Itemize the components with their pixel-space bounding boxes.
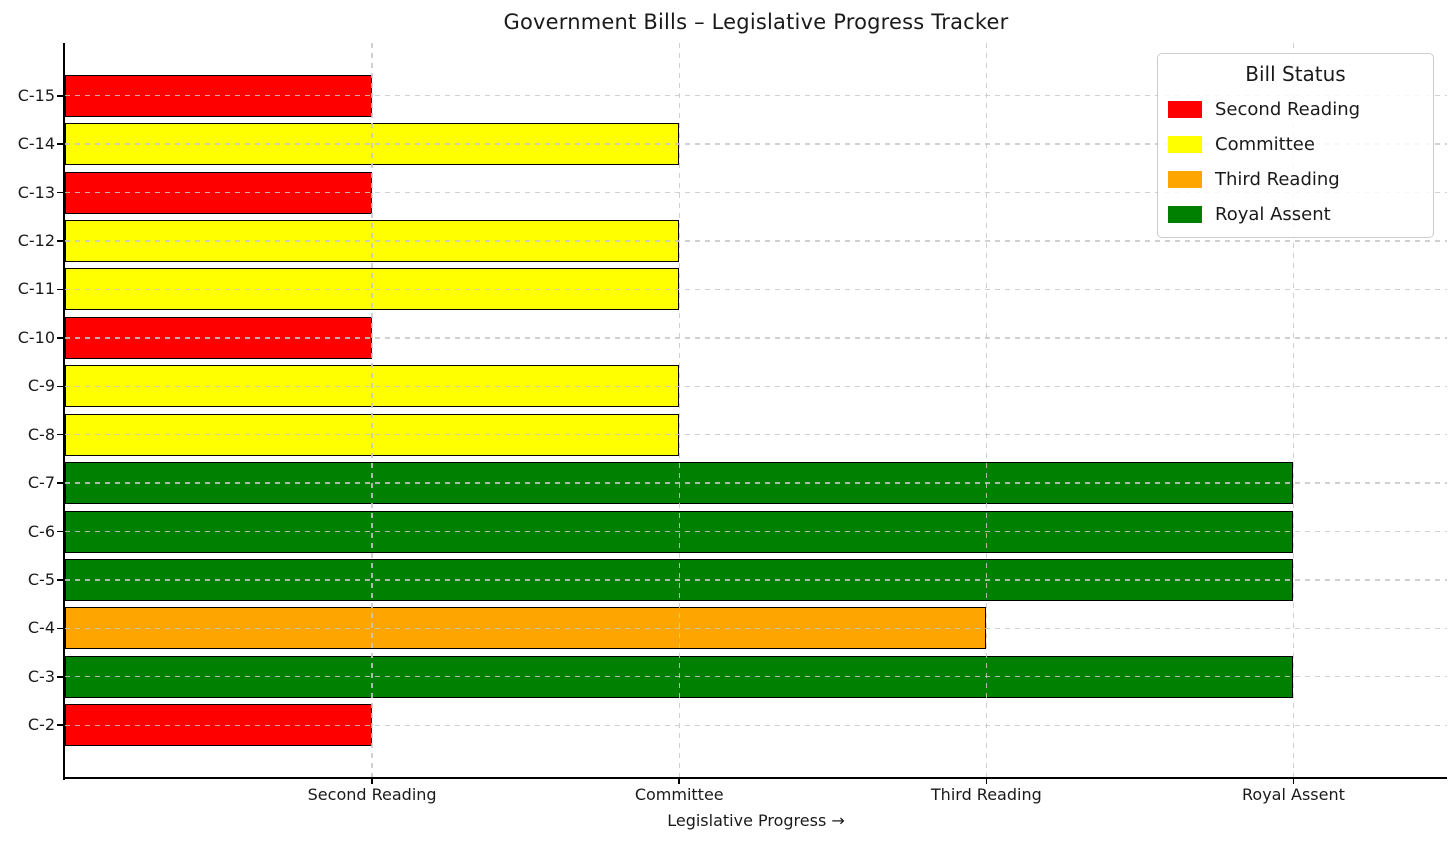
x-tick-mark-0 — [371, 778, 373, 784]
y-tick-mark-C-4 — [57, 627, 63, 630]
y-tick-mark-C-5 — [57, 579, 63, 581]
y-tick-mark-C-12 — [57, 240, 63, 242]
y-tick-mark-C-11 — [57, 288, 63, 291]
y-tick-label-C-12: C-12 — [17, 231, 55, 251]
x-tick-mark-1 — [678, 778, 680, 784]
x-tick-mark-3 — [1292, 778, 1295, 784]
y-tick-mark-C-14 — [57, 143, 63, 145]
x-axis-title: Legislative Progress → — [667, 811, 845, 830]
y-tick-mark-C-3 — [57, 676, 63, 678]
legend-row-2: Third Reading — [1158, 162, 1433, 197]
y-tick-mark-C-6 — [57, 530, 63, 533]
gridline-h-C-15 — [65, 95, 1447, 97]
y-tick-mark-C-9 — [57, 385, 63, 388]
y-tick-label-C-15: C-15 — [17, 85, 55, 105]
y-tick-label-C-5: C-5 — [27, 569, 55, 589]
y-tick-label-C-7: C-7 — [27, 473, 55, 493]
legend-swatch-3 — [1168, 206, 1202, 223]
x-tick-mark-2 — [985, 778, 988, 784]
x-tick-label-0: Second Reading — [307, 785, 437, 804]
legend-row-1: Committee — [1158, 127, 1433, 162]
legend-label-2: Third Reading — [1215, 169, 1340, 190]
legend-label-1: Committee — [1215, 134, 1315, 155]
gridline-h-C-5 — [65, 579, 1447, 581]
legend-swatch-2 — [1168, 171, 1202, 188]
legend-swatch-0 — [1168, 101, 1202, 118]
x-tick-label-1: Committee — [634, 785, 724, 804]
legend-swatch-1 — [1168, 136, 1202, 153]
y-tick-mark-C-10 — [57, 337, 63, 339]
gridline-h-C-9 — [65, 385, 1447, 387]
y-tick-label-C-14: C-14 — [17, 134, 55, 154]
gridline-h-C-8 — [65, 434, 1447, 436]
legend-label-3: Royal Assent — [1215, 204, 1331, 225]
y-axis-line — [63, 43, 65, 780]
y-tick-label-C-9: C-9 — [27, 376, 55, 396]
y-tick-mark-C-8 — [57, 433, 63, 436]
gridline-h-C-13 — [65, 191, 1447, 194]
y-tick-label-C-8: C-8 — [27, 424, 55, 444]
legend: Bill Status Second Reading Committee Third… — [1157, 53, 1434, 238]
gridline-v-2 — [985, 43, 988, 778]
y-tick-mark-C-7 — [57, 482, 63, 484]
gridline-h-C-3 — [65, 676, 1447, 678]
y-tick-mark-C-13 — [57, 191, 63, 194]
y-tick-mark-C-15 — [57, 95, 63, 97]
y-tick-label-C-11: C-11 — [17, 279, 55, 299]
x-tick-label-2: Third Reading — [930, 785, 1042, 804]
legend-rows: Second Reading Committee Third Reading Roya… — [1158, 92, 1433, 232]
gridline-h-C-6 — [65, 530, 1447, 533]
gridline-h-C-11 — [65, 288, 1447, 291]
gridline-h-C-14 — [65, 143, 1447, 145]
gridline-v-3 — [1292, 43, 1295, 778]
y-tick-label-C-6: C-6 — [27, 521, 55, 541]
y-tick-label-C-4: C-4 — [27, 618, 55, 638]
gridline-v-0 — [371, 43, 373, 778]
y-tick-label-C-3: C-3 — [27, 666, 55, 686]
legend-title: Bill Status — [1245, 62, 1346, 86]
y-tick-label-C-2: C-2 — [27, 715, 55, 735]
y-tick-label-C-10: C-10 — [17, 327, 55, 347]
legend-label-0: Second Reading — [1215, 99, 1361, 120]
gridline-h-C-10 — [65, 337, 1447, 339]
gridline-h-C-12 — [65, 240, 1447, 242]
gridline-h-C-7 — [65, 482, 1447, 484]
gridline-h-C-2 — [65, 724, 1447, 726]
chart-title: Government Bills – Legislative Progress … — [503, 10, 1009, 34]
y-tick-label-C-13: C-13 — [17, 182, 55, 202]
x-axis-line — [63, 777, 1447, 779]
legend-row-3: Royal Assent — [1158, 197, 1433, 232]
gridline-v-1 — [678, 43, 680, 778]
x-tick-label-3: Royal Assent — [1242, 785, 1345, 804]
legend-row-0: Second Reading — [1158, 92, 1433, 127]
y-tick-mark-C-2 — [57, 724, 63, 726]
gridline-h-C-4 — [65, 627, 1447, 630]
